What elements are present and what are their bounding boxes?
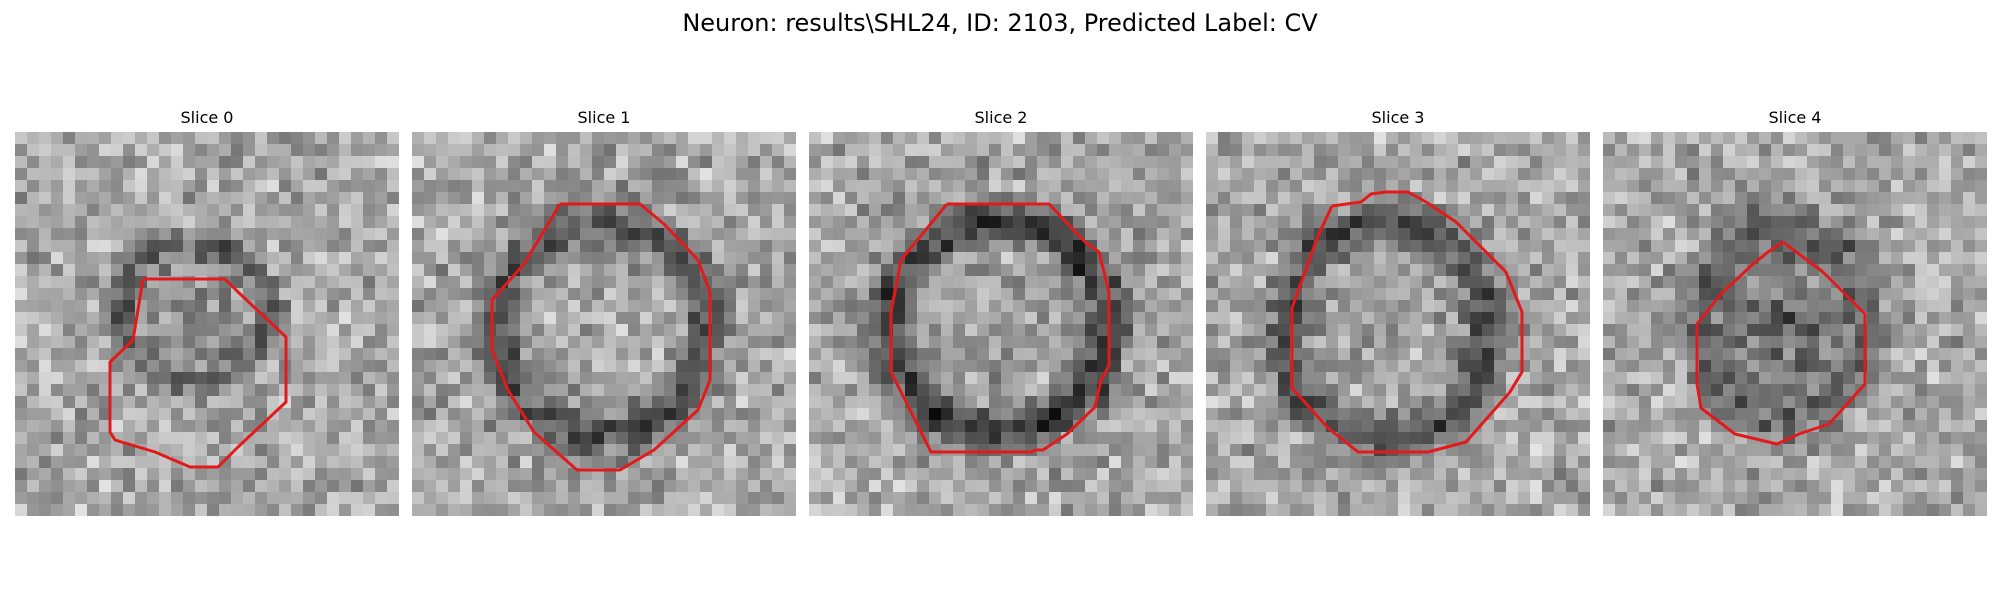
segmentation-outline-3 [1290,190,1524,454]
slice-image-4 [1603,132,1987,516]
slice-panel-4: Slice 4 [1603,108,1987,516]
slice-panel-3: Slice 3 [1206,108,1590,516]
slice-pixels-1 [412,132,796,516]
figure-title: Neuron: results\SHL24, ID: 2103, Predict… [682,9,1318,37]
segmentation-outline-0 [108,277,288,469]
slice-image-3 [1206,132,1590,516]
segmentation-outline-1 [490,202,712,472]
slice-title-0: Slice 0 [180,108,234,127]
slice-panel-1: Slice 1 [412,108,796,516]
slice-title-2: Slice 2 [974,108,1028,127]
slice-panel-2: Slice 2 [809,108,1193,516]
segmentation-outline-4 [1695,240,1867,446]
slice-title-3: Slice 3 [1371,108,1425,127]
slice-pixels-0 [15,132,399,516]
slice-pixels-4 [1603,132,1987,516]
slice-title-4: Slice 4 [1768,108,1822,127]
slice-image-0 [15,132,399,516]
slice-pixels-3 [1206,132,1590,516]
slice-image-2 [809,132,1193,516]
segmentation-outline-2 [889,202,1111,454]
slice-title-1: Slice 1 [577,108,631,127]
slice-image-1 [412,132,796,516]
slice-pixels-2 [809,132,1193,516]
slice-panel-0: Slice 0 [15,108,399,516]
